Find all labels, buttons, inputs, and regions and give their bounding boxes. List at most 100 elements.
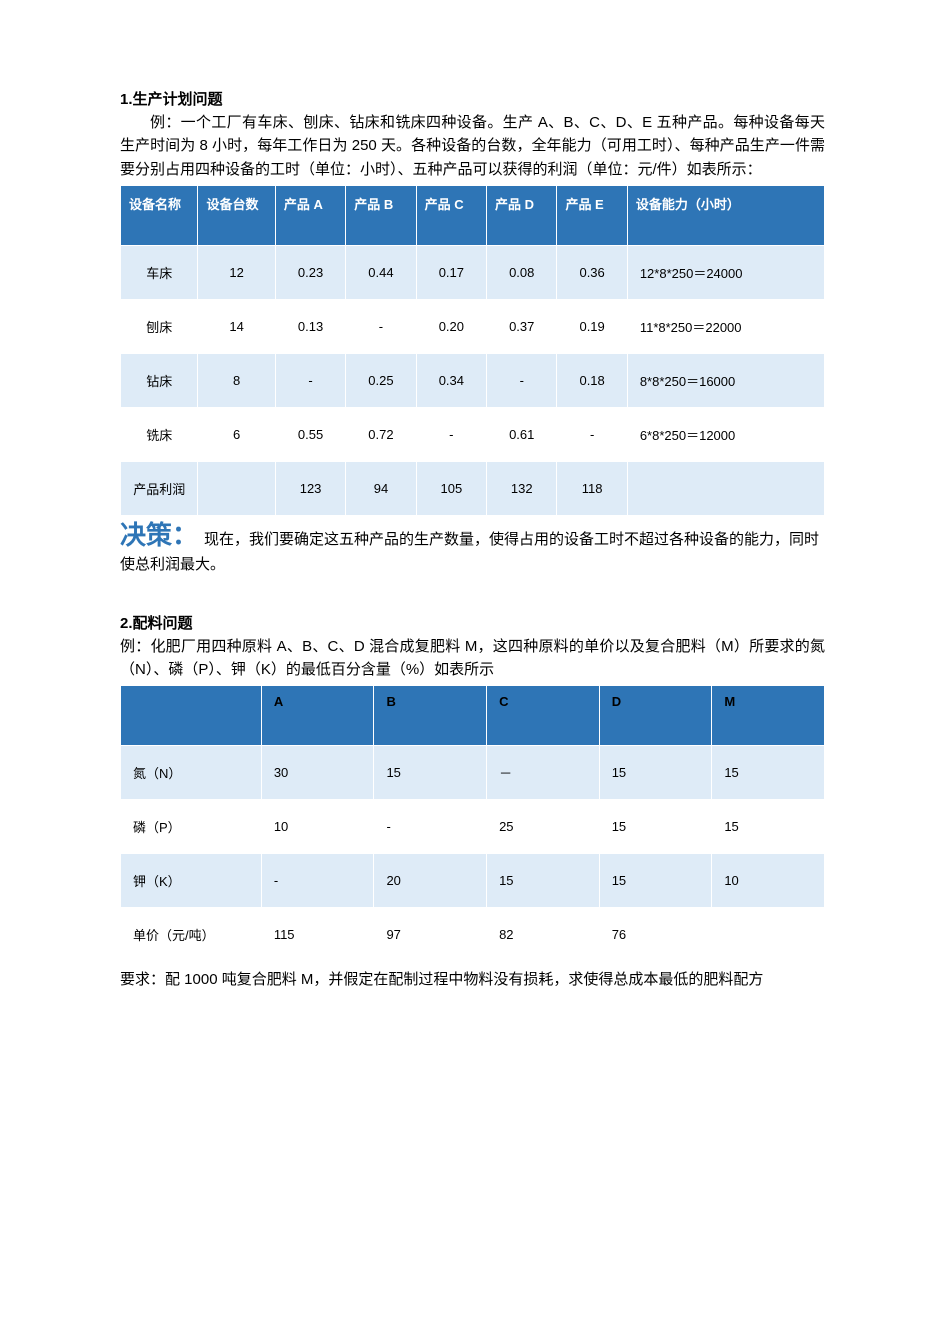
table-row: 铣床60.550.72-0.61-6*8*250＝12000 <box>121 407 825 461</box>
table-cell: 123 <box>275 461 345 515</box>
table-header-cell: C <box>487 686 600 746</box>
table-cell: 钾（K） <box>121 854 262 908</box>
table-cell: 11*8*250＝22000 <box>627 299 824 353</box>
table-header-cell: B <box>374 686 487 746</box>
table-header-cell: 产品 D <box>487 185 557 245</box>
table-row: 刨床140.13-0.200.370.1911*8*250＝22000 <box>121 299 825 353</box>
table-cell: 76 <box>599 908 712 962</box>
table-header-row: ABCDM <box>121 686 825 746</box>
production-table: 设备名称设备台数产品 A产品 B产品 C产品 D产品 E设备能力（小时） 车床1… <box>120 185 825 516</box>
table-cell: 12*8*250＝24000 <box>627 245 824 299</box>
table-cell: 10 <box>712 854 825 908</box>
table-cell: 铣床 <box>121 407 198 461</box>
table-cell: 15 <box>712 746 825 800</box>
table-cell: 10 <box>261 800 374 854</box>
table-cell: - <box>487 353 557 407</box>
table-header-cell: M <box>712 686 825 746</box>
table-cell: 97 <box>374 908 487 962</box>
table-header-cell: D <box>599 686 712 746</box>
table-cell: 15 <box>599 746 712 800</box>
table-row: 钻床8-0.250.34-0.188*8*250＝16000 <box>121 353 825 407</box>
table-header-row: 设备名称设备台数产品 A产品 B产品 C产品 D产品 E设备能力（小时） <box>121 185 825 245</box>
table-cell: 0.20 <box>416 299 486 353</box>
table-cell: 15 <box>487 854 600 908</box>
section2-heading: 2.配料问题 <box>120 612 825 633</box>
table-cell: － <box>487 746 600 800</box>
table-cell <box>198 461 275 515</box>
table-header-cell: 产品 A <box>275 185 345 245</box>
table-cell: 单价（元/吨） <box>121 908 262 962</box>
table-row: 磷（P）10-251515 <box>121 800 825 854</box>
table-cell: 0.61 <box>487 407 557 461</box>
table-row: 钾（K）-20151510 <box>121 854 825 908</box>
table-cell: 8 <box>198 353 275 407</box>
table-cell: 30 <box>261 746 374 800</box>
table-header-cell: 设备台数 <box>198 185 275 245</box>
table-cell: 0.44 <box>346 245 416 299</box>
table-cell: 0.34 <box>416 353 486 407</box>
table-row: 氮（N）3015－1515 <box>121 746 825 800</box>
table-row: 车床120.230.440.170.080.3612*8*250＝24000 <box>121 245 825 299</box>
table-cell: 12 <box>198 245 275 299</box>
table-cell: - <box>557 407 627 461</box>
table-cell: 产品利润 <box>121 461 198 515</box>
table-cell: 0.08 <box>487 245 557 299</box>
table-cell <box>712 908 825 962</box>
table-cell: 15 <box>374 746 487 800</box>
table-cell: 105 <box>416 461 486 515</box>
table-header-cell: 产品 C <box>416 185 486 245</box>
table-cell: 0.55 <box>275 407 345 461</box>
decision-text: 现在，我们要确定这五种产品的生产数量，使得占用的设备工时不超过各种设备的能力，同… <box>120 531 819 574</box>
table-cell: 14 <box>198 299 275 353</box>
document-page: 1.生产计划问题 例：一个工厂有车床、刨床、钻床和铣床四种设备。生产 A、B、C… <box>0 0 945 1337</box>
table-cell: 0.37 <box>487 299 557 353</box>
table-cell: 8*8*250＝16000 <box>627 353 824 407</box>
table-row: 单价（元/吨）115978276 <box>121 908 825 962</box>
table-cell: 132 <box>487 461 557 515</box>
table-cell: 刨床 <box>121 299 198 353</box>
table-cell: 0.72 <box>346 407 416 461</box>
table-cell: 钻床 <box>121 353 198 407</box>
ingredients-table: ABCDM 氮（N）3015－1515磷（P）10-251515钾（K）-201… <box>120 685 825 962</box>
table-cell <box>627 461 824 515</box>
table-cell: 氮（N） <box>121 746 262 800</box>
table-cell: 0.25 <box>346 353 416 407</box>
section1-heading: 1.生产计划问题 <box>120 88 825 109</box>
decision-label: 决策： <box>120 520 198 550</box>
table-cell: 15 <box>712 800 825 854</box>
table-cell: - <box>416 407 486 461</box>
decision-block: 决策：现在，我们要确定这五种产品的生产数量，使得占用的设备工时不超过各种设备的能… <box>120 522 825 578</box>
table-cell: 25 <box>487 800 600 854</box>
table-cell: 15 <box>599 800 712 854</box>
table-cell: 车床 <box>121 245 198 299</box>
table-cell: 磷（P） <box>121 800 262 854</box>
table-cell: - <box>374 800 487 854</box>
table-cell: 94 <box>346 461 416 515</box>
table-cell: - <box>346 299 416 353</box>
table-cell: 118 <box>557 461 627 515</box>
table-cell: - <box>261 854 374 908</box>
table-cell: 0.19 <box>557 299 627 353</box>
table-header-cell: 设备能力（小时） <box>627 185 824 245</box>
table-cell: 6*8*250＝12000 <box>627 407 824 461</box>
table-cell: 0.18 <box>557 353 627 407</box>
table-cell: 15 <box>599 854 712 908</box>
section2-closing: 要求：配 1000 吨复合肥料 M，并假定在配制过程中物料没有损耗，求使得总成本… <box>120 968 825 991</box>
table-cell: - <box>275 353 345 407</box>
table-header-cell <box>121 686 262 746</box>
table-header-cell: A <box>261 686 374 746</box>
table-cell: 82 <box>487 908 600 962</box>
table-header-cell: 设备名称 <box>121 185 198 245</box>
table-header-cell: 产品 E <box>557 185 627 245</box>
table-cell: 0.13 <box>275 299 345 353</box>
table-cell: 20 <box>374 854 487 908</box>
table-cell: 0.23 <box>275 245 345 299</box>
section1-paragraph: 例：一个工厂有车床、刨床、钻床和铣床四种设备。生产 A、B、C、D、E 五种产品… <box>120 111 825 181</box>
table-cell: 0.17 <box>416 245 486 299</box>
table-row: 产品利润 12394105132118 <box>121 461 825 515</box>
section2-paragraph: 例：化肥厂用四种原料 A、B、C、D 混合成复肥料 M，这四种原料的单价以及复合… <box>120 635 825 682</box>
table-cell: 0.36 <box>557 245 627 299</box>
table-cell: 6 <box>198 407 275 461</box>
table-cell: 115 <box>261 908 374 962</box>
table-header-cell: 产品 B <box>346 185 416 245</box>
